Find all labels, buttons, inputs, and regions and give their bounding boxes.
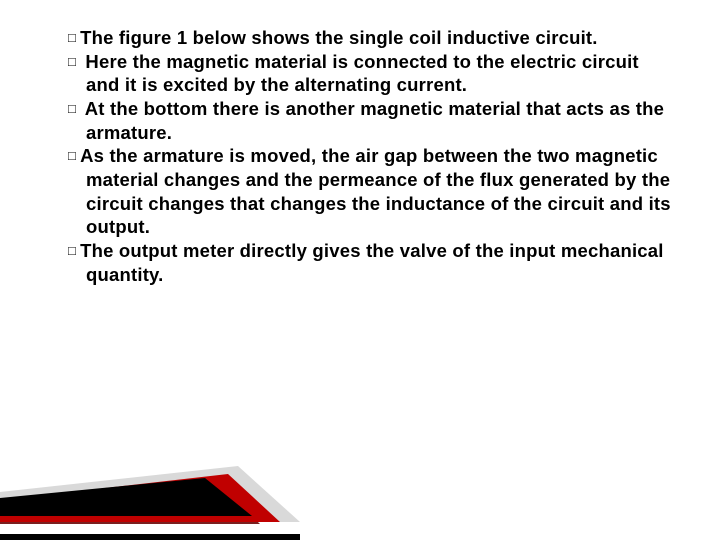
bullet-text: As the armature is moved, the air gap be… bbox=[80, 145, 671, 237]
bullet-marker-icon: □ bbox=[68, 243, 76, 258]
bullet-item: □ At the bottom there is another magneti… bbox=[68, 97, 674, 144]
bullet-marker-icon: □ bbox=[68, 30, 76, 45]
bullet-item: □ Here the magnetic material is connecte… bbox=[68, 50, 674, 97]
slide-body: □ The figure 1 below shows the single coi… bbox=[68, 26, 674, 286]
bullet-item: □ The figure 1 below shows the single coi… bbox=[68, 26, 674, 50]
bullet-text: The output meter directly gives the valv… bbox=[80, 240, 664, 285]
bullet-text: At the bottom there is another magnetic … bbox=[80, 98, 664, 143]
bullet-marker-icon: □ bbox=[68, 148, 76, 163]
corner-decor-icon bbox=[0, 450, 300, 540]
bullet-text: Here the magnetic material is connected … bbox=[80, 51, 639, 96]
bullet-item: □ The output meter directly gives the val… bbox=[68, 239, 674, 286]
bullet-marker-icon: □ bbox=[68, 101, 76, 116]
bullet-text: The figure 1 below shows the single coil… bbox=[80, 27, 598, 48]
bullet-marker-icon: □ bbox=[68, 54, 76, 69]
bullet-item: □ As the armature is moved, the air gap b… bbox=[68, 144, 674, 239]
